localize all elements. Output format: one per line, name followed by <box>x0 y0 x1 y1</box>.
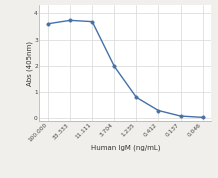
Y-axis label: Abs (405nm): Abs (405nm) <box>26 41 33 86</box>
X-axis label: Human IgM (ng/mL): Human IgM (ng/mL) <box>91 145 160 151</box>
